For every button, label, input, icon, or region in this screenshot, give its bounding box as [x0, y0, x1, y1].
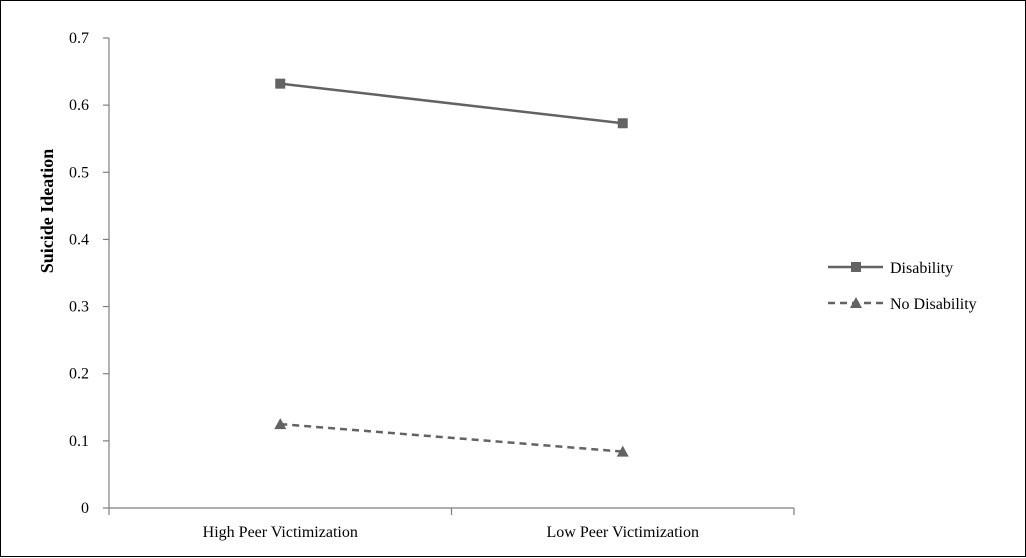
y-tick-label: 0.2: [69, 366, 89, 383]
y-tick-label: 0: [81, 500, 89, 517]
legend-marker: [850, 297, 862, 308]
legend-label: No Disability: [890, 296, 977, 313]
legend-marker: [851, 262, 861, 272]
legend-item: Disability: [828, 260, 953, 277]
x-ticks: High Peer Victimization Low Peer Victimiz…: [108, 508, 795, 541]
y-tick-label: 0.7: [69, 30, 89, 47]
data-point: [275, 78, 286, 89]
y-tick-label: 0.6: [69, 97, 89, 114]
series-no-disability: [274, 418, 629, 457]
legend-item: No Disability: [828, 296, 977, 313]
legend-label: Disability: [890, 260, 953, 277]
data-point: [274, 418, 287, 430]
y-ticks: 0 0.1 0.2 0.3 0.4 0.5 0.6 0.7: [69, 30, 109, 517]
y-axis-title: Suicide Ideation: [37, 149, 57, 274]
y-tick-label: 0.3: [69, 299, 89, 316]
legend: Disability No Disability: [828, 260, 977, 313]
y-tick-label: 0.1: [69, 433, 89, 450]
x-tick-label: High Peer Victimization: [203, 524, 358, 541]
data-point: [616, 445, 629, 457]
y-tick-label: 0.4: [69, 231, 89, 248]
data-point: [617, 118, 628, 129]
series-line: [280, 422, 623, 453]
series-disability: [275, 78, 628, 129]
series-layer: [274, 78, 629, 457]
series-line: [280, 82, 623, 125]
x-tick-label: Low Peer Victimization: [547, 524, 699, 541]
y-tick-label: 0.5: [69, 164, 89, 181]
